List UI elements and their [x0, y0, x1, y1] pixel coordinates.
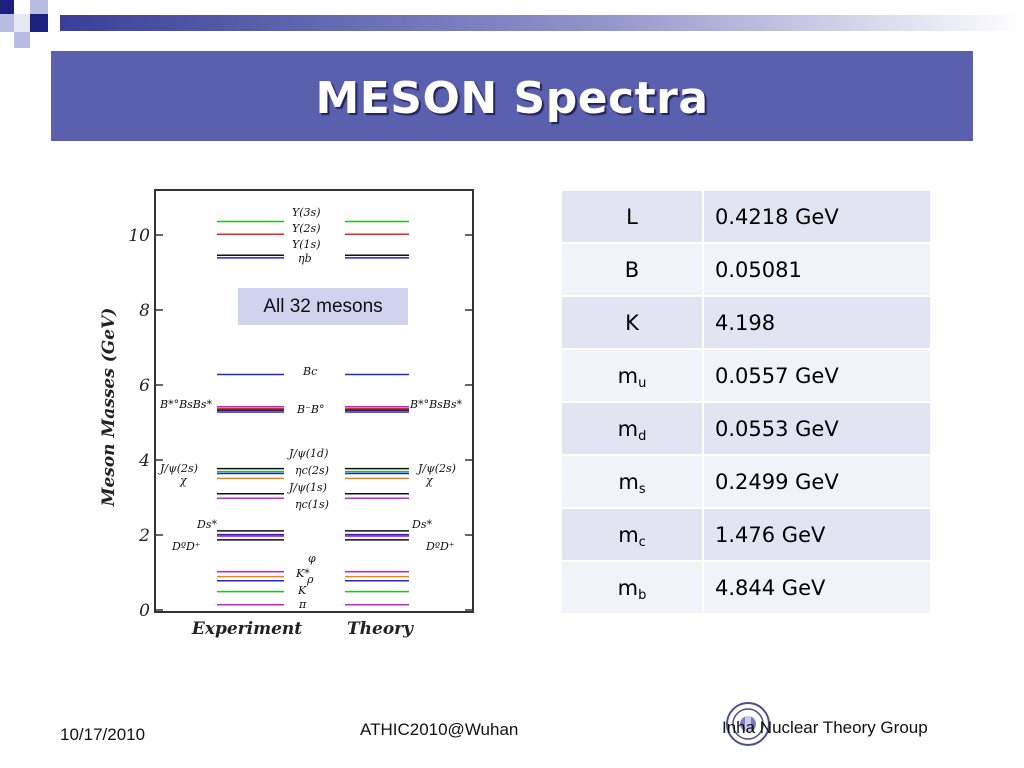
y-tick-label: 6 [139, 376, 150, 396]
label-kstar: K* [295, 567, 310, 580]
label-jpsi-1d: J/ψ(1d) [287, 447, 328, 460]
label-etac-2s: ηc(2s) [295, 464, 329, 477]
mesons-badge: All 32 mesons [238, 288, 408, 325]
footer-date: 10/17/2010 [60, 725, 146, 744]
parameter-row: K 4.198 [560, 295, 932, 350]
parameter-name: mc [560, 507, 704, 562]
meson-spectrum-chart: 0 2 4 6 8 10 Υ(3s) Υ(2s) Υ(1s) ηb Bc B*°BsBs*… [99, 189, 474, 639]
label-rho: ρ [306, 573, 314, 586]
label-etac-1s: ηc(1s) [295, 498, 329, 511]
slide-title: MESON Spectra [315, 73, 709, 124]
label-chi-right: χ [425, 474, 434, 487]
label-jpsi-2s-right: J/ψ(2s) [416, 462, 456, 475]
parameter-subscript: d [638, 428, 647, 444]
parameter-subscript: b [638, 587, 647, 603]
label-phi: φ [308, 552, 316, 565]
y-tick-label: 4 [138, 451, 150, 471]
label-jpsi-2s-left: J/ψ(2s) [158, 462, 198, 475]
parameter-value: 0.0553 GeV [702, 401, 932, 456]
label-ds-left: Ds* [196, 518, 217, 531]
x-label-experiment: Experiment [191, 619, 302, 639]
y-tick-label: 8 [139, 301, 150, 321]
title-bar [51, 51, 973, 141]
label-bc: Bc [302, 365, 317, 378]
parameter-value: 1.476 GeV [702, 507, 932, 562]
parameter-subscript: u [638, 375, 647, 391]
parameter-name: mu [560, 348, 704, 403]
parameter-subscript: s [638, 481, 646, 497]
parameter-name: L [560, 189, 704, 244]
parameter-name: ms [560, 454, 704, 509]
university-seal-icon [726, 702, 770, 746]
parameter-value: 0.05081 [702, 242, 932, 297]
footer-conference: ATHIC2010@Wuhan [360, 720, 519, 739]
label-upsilon-1s: Υ(1s) [292, 238, 321, 251]
header-decoration [0, 0, 1024, 48]
label-ds-right: Ds* [411, 518, 432, 531]
parameter-name: md [560, 401, 704, 456]
label-chi-left: χ [179, 474, 188, 487]
parameter-row: ms 0.2499 GeV [560, 454, 932, 509]
label-upsilon-2s: Υ(2s) [292, 222, 321, 235]
parameter-row: mc 1.476 GeV [560, 507, 932, 562]
label-b-left: B*°BsBs* [159, 398, 213, 411]
parameter-row: md 0.0553 GeV [560, 401, 932, 456]
y-axis-label: Meson Masses (GeV) [99, 308, 119, 508]
x-label-theory: Theory [347, 619, 414, 639]
y-tick-label: 2 [138, 526, 150, 546]
parameter-row: mu 0.0557 GeV [560, 348, 932, 403]
label-dd-left: DºD⁺ [171, 540, 201, 553]
label-b-right: B*°BsBs* [409, 398, 463, 411]
parameter-name: mb [560, 560, 704, 615]
parameter-name: K [560, 295, 704, 350]
label-pi: π [298, 598, 307, 611]
parameter-value: 0.4218 GeV [702, 189, 932, 244]
footer-group: Inha Nuclear Theory Group [722, 718, 928, 737]
label-b-center: B⁻B° [296, 403, 324, 416]
y-tick-label: 0 [139, 601, 150, 621]
y-tick-label: 10 [128, 226, 150, 246]
parameter-name: B [560, 242, 704, 297]
label-upsilon-3s: Υ(3s) [292, 206, 321, 219]
label-jpsi-1s: J/ψ(1s) [287, 481, 327, 494]
parameter-subscript: c [638, 534, 646, 550]
parameter-value: 0.2499 GeV [702, 454, 932, 509]
parameter-value: 4.844 GeV [702, 560, 932, 615]
label-eta-b: ηb [298, 252, 312, 265]
parameter-row: mb 4.844 GeV [560, 560, 932, 615]
parameter-value: 4.198 [702, 295, 932, 350]
parameter-table: L 0.4218 GeV B 0.05081 K 4.198 mu 0.0557 GeV md 0… [560, 189, 932, 615]
plot-frame [154, 189, 474, 613]
parameter-row: L 0.4218 GeV [560, 189, 932, 244]
parameter-value: 0.0557 GeV [702, 348, 932, 403]
label-k: K [297, 584, 307, 597]
parameter-row: B 0.05081 [560, 242, 932, 297]
label-dd-right: DºD⁺ [425, 540, 455, 553]
